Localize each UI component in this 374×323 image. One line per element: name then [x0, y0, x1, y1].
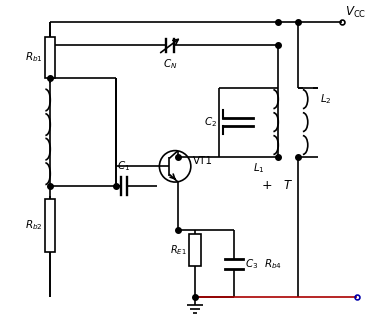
Text: $C_3$: $C_3$ [245, 257, 258, 271]
Bar [189, 234, 201, 266]
Text: $R_{b4}$: $R_{b4}$ [264, 257, 282, 271]
Text: $R_{b1}$: $R_{b1}$ [25, 50, 42, 64]
Text: T: T [283, 180, 290, 193]
Text: $R_{E1}$: $R_{E1}$ [170, 243, 187, 257]
Text: $C_1$: $C_1$ [117, 160, 131, 173]
Text: VT1: VT1 [193, 156, 213, 166]
Text: $C_2$: $C_2$ [204, 115, 217, 129]
Bar [45, 199, 55, 252]
Text: $V_{\rm CC}$: $V_{\rm CC}$ [345, 5, 366, 20]
Text: $+$: $+$ [261, 180, 272, 193]
Bar [45, 36, 55, 78]
Text: $C_N$: $C_N$ [163, 57, 177, 71]
Text: $L_2$: $L_2$ [319, 93, 331, 106]
Text: $R_{b2}$: $R_{b2}$ [25, 218, 42, 232]
Text: $L_1$: $L_1$ [253, 162, 264, 175]
